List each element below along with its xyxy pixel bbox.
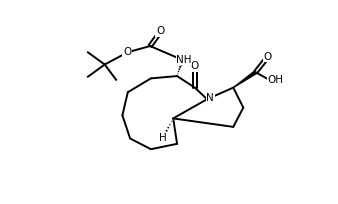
Text: OH: OH [268, 75, 284, 85]
Polygon shape [233, 71, 257, 88]
Text: O: O [123, 47, 131, 57]
Text: O: O [191, 61, 199, 71]
Text: N: N [206, 93, 214, 103]
Text: O: O [263, 52, 271, 62]
Text: NH: NH [176, 55, 192, 65]
Text: H: H [159, 133, 167, 143]
Text: O: O [156, 26, 164, 36]
